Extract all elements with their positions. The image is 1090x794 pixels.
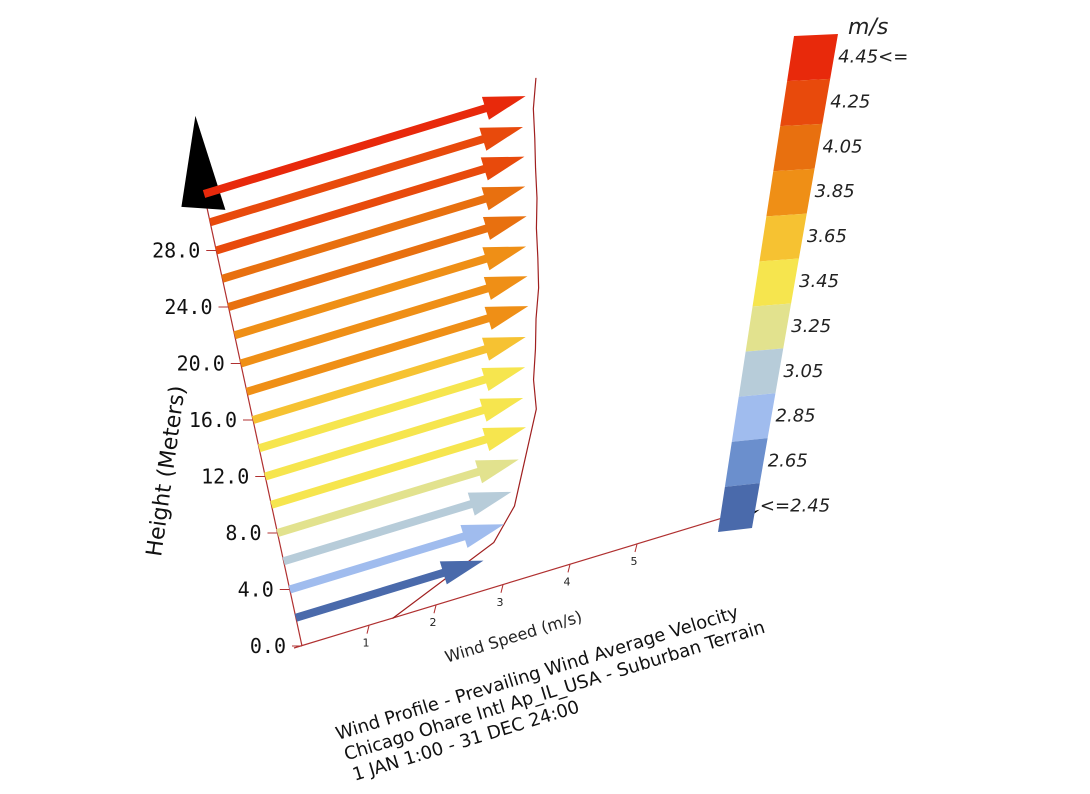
y-tick-label: 28.0 xyxy=(152,239,200,263)
wind-arrow xyxy=(221,186,526,283)
legend-swatch xyxy=(738,348,784,397)
legend-swatch xyxy=(731,393,776,442)
legend-swatch xyxy=(745,303,792,352)
y-tick-label: 12.0 xyxy=(201,465,249,489)
y-tick-label: 24.0 xyxy=(164,295,212,319)
legend-swatch xyxy=(724,438,768,487)
legend-unit: m/s xyxy=(848,15,888,40)
y-tick-label: 16.0 xyxy=(189,408,237,432)
wind-arrow xyxy=(251,336,526,424)
y-tick-label: 8.0 xyxy=(225,521,261,545)
y-tick-label: 4.0 xyxy=(238,578,274,602)
legend-label: 3.85 xyxy=(815,181,855,202)
x-tick-label: 3 xyxy=(497,596,504,609)
wind-arrow xyxy=(282,491,512,566)
profile-curve xyxy=(392,77,540,619)
y-tick-label: 20.0 xyxy=(177,352,225,376)
legend-label: 2.85 xyxy=(776,406,816,427)
y-tick-label: 0.0 xyxy=(250,634,286,658)
wind-arrow xyxy=(227,216,527,311)
x-tick-label: 4 xyxy=(564,575,571,588)
legend-label: <=2.45 xyxy=(760,496,830,517)
legend-label: 4.05 xyxy=(822,136,862,157)
profile-line xyxy=(392,77,540,619)
legend-label: 3.65 xyxy=(807,226,847,247)
x-tick-label: 5 xyxy=(631,555,638,568)
legend-label: 3.05 xyxy=(783,361,823,382)
x-axis-line xyxy=(293,514,731,649)
wind-arrow xyxy=(215,156,525,255)
y-axis-arrowhead xyxy=(181,115,226,210)
wind-arrow xyxy=(245,306,529,396)
legend-label: 3.25 xyxy=(791,316,831,337)
legend-swatch xyxy=(780,78,831,127)
legend-label: 3.45 xyxy=(799,271,839,292)
legend-swatch xyxy=(766,168,815,217)
wind-arrow xyxy=(233,246,527,340)
x-tick-mark xyxy=(567,564,571,573)
legend: 4.45<= 4.25 4.05 3.85 3.65 3.45 3.25 3.05 2.85 2.… xyxy=(718,15,908,532)
legend-swatch xyxy=(773,123,823,172)
wind-arrow xyxy=(202,96,526,198)
legend-label: 2.65 xyxy=(768,451,808,472)
legend-swatch xyxy=(718,483,760,532)
x-tick-mark xyxy=(634,543,638,553)
legend-swatch xyxy=(787,34,838,82)
wind-arrow xyxy=(264,397,524,481)
wind-arrow xyxy=(294,560,484,622)
x-tick-mark xyxy=(366,625,370,634)
wind-arrow xyxy=(288,524,505,594)
x-tick-label: 2 xyxy=(430,616,437,629)
y-axis-label: Height (Meters) xyxy=(142,384,191,558)
wind-arrow xyxy=(257,367,526,453)
wind-arrow xyxy=(270,427,526,509)
legend-swatch xyxy=(752,258,799,307)
title-line-2: Chicago Ohare Intl Ap_IL_USA - Suburban … xyxy=(342,617,768,765)
wind-arrow xyxy=(239,276,528,368)
y-axis-line xyxy=(198,172,303,647)
legend-swatch xyxy=(759,213,807,262)
x-tick-mark xyxy=(433,605,437,614)
legend-label: 4.45<= xyxy=(838,46,908,67)
legend-label: 4.25 xyxy=(830,91,870,112)
x-tick-label: 1 xyxy=(363,637,370,650)
axes: 0.0 4.0 8.0 12.0 16.0 20.0 24.0 28.0 1 2 3 4 5 xyxy=(152,115,760,658)
wind-arrow xyxy=(208,126,524,227)
wind-arrow xyxy=(276,459,519,537)
x-tick-mark xyxy=(500,584,504,593)
arrows xyxy=(202,96,529,622)
